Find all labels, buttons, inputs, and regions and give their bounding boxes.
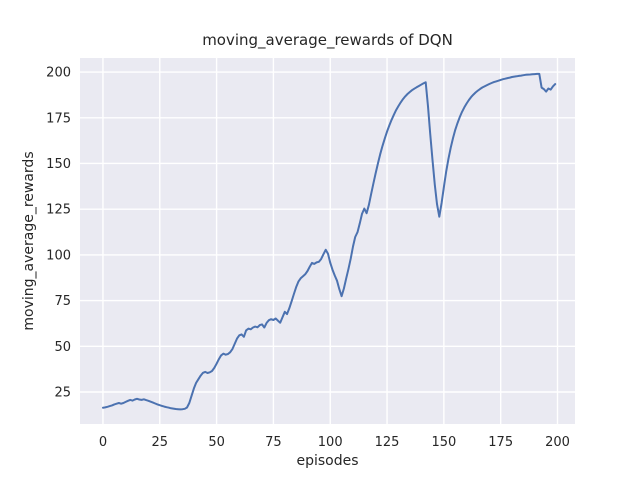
chart-title: moving_average_rewards of DQN [202,31,453,49]
x-axis-label: episodes [296,453,359,469]
x-tick-label: 50 [208,435,225,450]
y-tick-label: 50 [54,340,71,355]
x-tick-label: 75 [265,435,282,450]
y-tick-label: 25 [54,386,71,401]
y-tick-label: 75 [54,294,71,309]
x-tick-label: 200 [545,435,570,450]
x-tick-label: 100 [318,435,343,450]
y-tick-label: 100 [46,248,71,263]
x-tick-label: 25 [152,435,169,450]
x-tick-label: 0 [99,435,107,450]
y-axis-label: moving_average_rewards [21,151,37,331]
y-tick-label: 175 [46,111,71,126]
y-tick-label: 125 [46,203,71,218]
y-tick-label: 200 [46,66,71,81]
plot-area [80,58,575,424]
reward-line [102,72,557,411]
x-tick-label: 125 [375,435,400,450]
x-tick-label: 150 [431,435,456,450]
x-tick-label: 175 [488,435,513,450]
y-tick-label: 150 [46,157,71,172]
